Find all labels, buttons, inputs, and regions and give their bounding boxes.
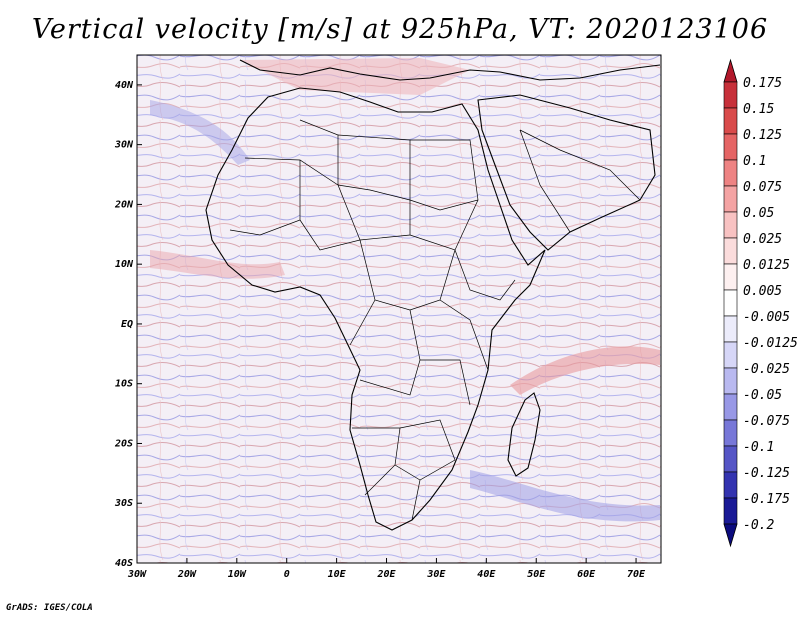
- upward-band-med: [240, 58, 470, 95]
- colorbar-segment: [723, 185, 738, 213]
- lon-tick-label: 20W: [177, 569, 197, 580]
- coastlines: [205, 59, 661, 531]
- upward-band-madagascar: [510, 346, 660, 395]
- lat-tick-label: EQ: [121, 319, 133, 330]
- colorbar-segment: [723, 393, 738, 421]
- longitude-axis: 30W 20W 10W 0 10E 20E 30E 40E 50E 60E 70E: [127, 558, 646, 580]
- colorbar-label: 0.0125: [743, 258, 790, 273]
- colorbar-label: 0.1: [743, 154, 766, 169]
- colorbar-label: 0.05: [743, 206, 774, 221]
- colorbar-arrow-top: [723, 58, 738, 83]
- arabia-coast: [477, 94, 656, 251]
- colorbar-label: -0.025: [743, 362, 790, 377]
- colorbar-label: -0.075: [743, 414, 790, 429]
- colorbar-segment: [723, 211, 738, 239]
- downward-band-atlantic: [150, 100, 250, 165]
- map-frame: [136, 54, 662, 564]
- africa-coast: [205, 87, 546, 531]
- colorbar-segment: [723, 133, 738, 161]
- latitude-axis: 40N 30N 20N 10N EQ 10S 20S 30S 40S: [114, 80, 142, 569]
- colorbar-label: -0.1: [743, 440, 774, 455]
- lon-tick-label: 10E: [328, 569, 347, 580]
- colorbar-segment: [723, 159, 738, 187]
- colorbar-label: 0.125: [743, 128, 782, 143]
- colorbar-segment: [723, 237, 738, 265]
- lat-tick-label: 40N: [115, 80, 134, 91]
- lon-tick-label: 70E: [627, 569, 646, 580]
- lon-tick-label: 50E: [527, 569, 546, 580]
- lat-tick-label: 30N: [114, 140, 134, 151]
- lat-tick-label: 10S: [115, 379, 133, 390]
- lon-tick-label: 60E: [577, 569, 596, 580]
- colorbar-label: -0.05: [743, 388, 782, 403]
- lon-tick-label: 30E: [426, 569, 446, 580]
- colorbar-segment: [723, 263, 738, 291]
- colorbar: 0.175 0.15 0.125 0.1 0.075 0.05 0.025 0.0125 0.0…: [723, 58, 798, 548]
- lat-tick-label: 10N: [115, 259, 134, 270]
- colorbar-segment: [723, 419, 738, 447]
- colorbar-segment: [723, 341, 738, 369]
- colorbar-label: 0.005: [743, 284, 782, 299]
- lat-tick-label: 20S: [114, 438, 133, 449]
- madagascar-coast: [507, 392, 541, 477]
- map-panel: [136, 54, 662, 564]
- credit-label: GrADS: IGES/COLA: [6, 603, 93, 613]
- colorbar-label: 0.175: [743, 76, 782, 91]
- colorbar-segment: [723, 367, 738, 395]
- lat-tick-label: 40S: [115, 558, 133, 569]
- upward-band-westafrica: [150, 250, 285, 279]
- colorbar-segment: [723, 315, 738, 343]
- colorbar-segment: [723, 471, 738, 499]
- colorbar-label: 0.075: [743, 180, 782, 195]
- colorbar-label: 0.15: [743, 102, 774, 117]
- colorbar-segment: [723, 497, 738, 525]
- colorbar-label: 0.025: [743, 232, 782, 247]
- country-borders: [229, 119, 641, 521]
- colorbar-label: -0.125: [743, 466, 790, 481]
- lon-tick-label: 30W: [127, 569, 147, 580]
- map-title: Vertical velocity [m/s] at 925hPa, VT: 2…: [31, 14, 769, 45]
- lon-tick-label: 20E: [376, 569, 396, 580]
- colorbar-label: -0.005: [743, 310, 790, 325]
- downward-band-southern: [470, 470, 660, 522]
- colorbar-label: -0.0125: [743, 336, 798, 351]
- lon-tick-label: 10W: [228, 569, 247, 580]
- lon-tick-label: 0: [284, 569, 290, 580]
- colorbar-segment: [723, 289, 738, 317]
- lon-tick-label: 40E: [477, 569, 496, 580]
- lat-tick-label: 20N: [114, 199, 134, 210]
- colorbar-segment: [723, 107, 738, 135]
- colorbar-arrow-bottom: [723, 523, 738, 548]
- colorbar-label: -0.2: [743, 518, 774, 533]
- colorbar-segment: [723, 81, 738, 109]
- colorbar-segment: [723, 445, 738, 473]
- europe-coast: [239, 59, 661, 81]
- lat-tick-label: 30S: [114, 498, 133, 509]
- colorbar-label: -0.175: [743, 492, 790, 507]
